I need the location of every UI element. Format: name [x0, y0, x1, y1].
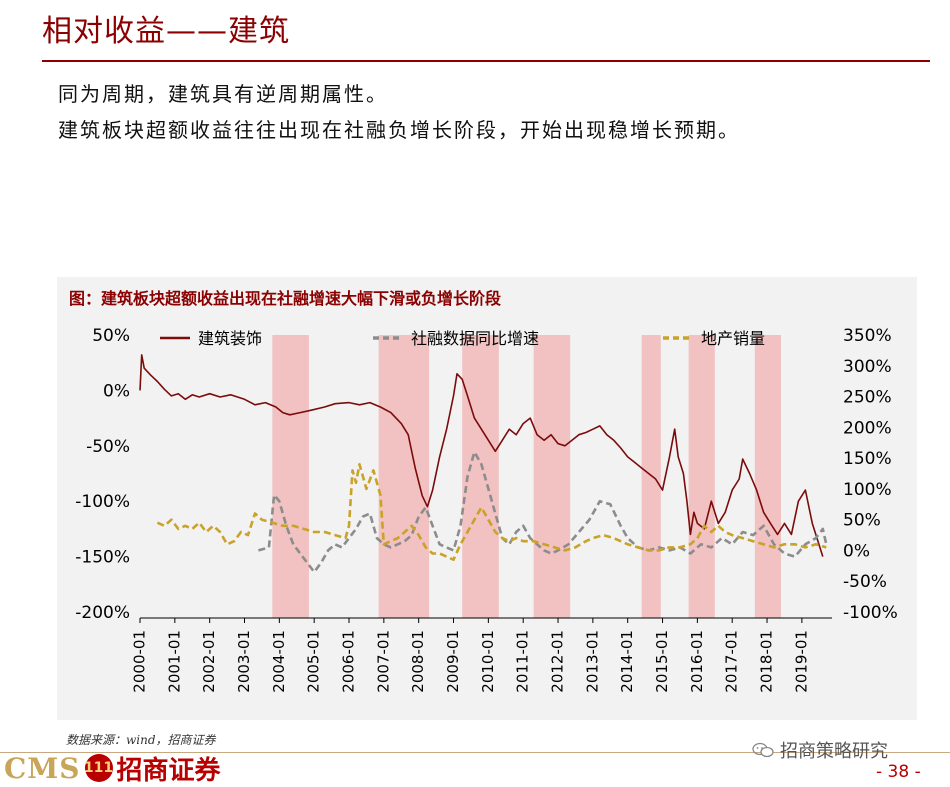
x-tick-label: 2004-01: [270, 630, 288, 693]
chart-title: 图：建筑板块超额收益出现在社融增速大幅下滑或负增长阶段: [69, 289, 502, 308]
logo-cms-text: CMS: [4, 751, 81, 785]
shaded-period-6: [754, 335, 781, 618]
page-title: 相对收益——建筑: [42, 14, 290, 49]
shaded-period-1: [378, 335, 430, 618]
x-tick-label: 2014-01: [618, 630, 636, 693]
x-tick-label: 2009-01: [444, 630, 462, 693]
x-tick-label: 2002-01: [200, 630, 218, 693]
title-divider: [42, 60, 930, 62]
x-tick-label: 2006-01: [340, 630, 358, 693]
series-line-2: [156, 463, 827, 561]
bullet-text-2: 建筑板块超额收益往往出现在社融负增长阶段，开始出现稳增长预期。: [58, 118, 740, 142]
company-logo: CMS 111 招商证券: [4, 751, 221, 786]
x-tick-label: 2000-01: [131, 630, 149, 693]
page-number: - 38 -: [876, 762, 921, 782]
legend-label-2: 地产销量: [701, 329, 765, 348]
y-left-tick-label: -100%: [75, 492, 130, 512]
x-tick-label: 2007-01: [374, 630, 392, 693]
x-tick-label: 2003-01: [235, 630, 253, 693]
y-right-tick-label: 200%: [843, 418, 892, 438]
wechat-icon: [752, 742, 774, 758]
y-right-tick-label: 300%: [843, 357, 892, 377]
x-tick-label: 2012-01: [549, 630, 567, 693]
bullet-text-1: 同为周期，建筑具有逆周期属性。: [58, 82, 388, 106]
y-left-tick-label: -50%: [86, 437, 130, 457]
logo-badge-icon: 111: [84, 754, 113, 782]
x-tick-label: 2017-01: [723, 630, 741, 693]
x-tick-label: 2001-01: [165, 630, 183, 693]
y-right-tick-label: 350%: [843, 326, 892, 346]
x-tick-label: 2010-01: [479, 630, 497, 693]
x-tick-label: 2018-01: [758, 630, 776, 693]
y-right-tick-label: 100%: [843, 480, 892, 500]
shaded-period-5: [688, 335, 715, 618]
y-right-tick-label: 50%: [843, 511, 881, 531]
y-right-tick-label: 0%: [843, 541, 870, 561]
y-right-tick-label: -100%: [843, 603, 898, 623]
x-tick-label: 2011-01: [514, 630, 532, 693]
series-line-0: [139, 354, 824, 557]
y-right-tick-label: -50%: [843, 572, 887, 592]
x-tick-label: 2015-01: [653, 630, 671, 693]
logo-company-name: 招商证券: [116, 755, 221, 786]
y-right-tick-label: 250%: [843, 388, 892, 408]
x-tick-label: 2008-01: [409, 630, 427, 693]
legend-label-0: 建筑装饰: [198, 329, 262, 348]
y-left-tick-label: -200%: [75, 603, 130, 623]
shaded-period-3: [533, 335, 571, 618]
x-tick-label: 2016-01: [688, 630, 706, 693]
shaded-period-0: [272, 335, 309, 618]
y-left-tick-label: 0%: [103, 381, 130, 401]
wechat-account: 招商策略研究: [752, 737, 888, 763]
x-tick-label: 2019-01: [792, 630, 810, 693]
y-left-tick-label: 50%: [92, 326, 130, 346]
legend-label-1: 社融数据同比增速: [411, 329, 539, 348]
x-tick-label: 2013-01: [583, 630, 601, 693]
x-tick-label: 2005-01: [305, 630, 323, 693]
wechat-account-name: 招商策略研究: [780, 741, 888, 762]
footer-divider: [0, 752, 950, 753]
y-left-tick-label: -150%: [75, 548, 130, 568]
data-source-note: 数据来源：wind，招商证券: [66, 733, 216, 747]
y-right-tick-label: 150%: [843, 449, 892, 469]
